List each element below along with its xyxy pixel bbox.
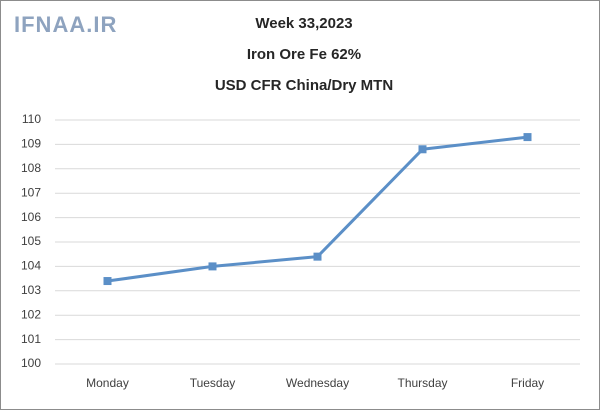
y-tick-label: 110 — [22, 112, 41, 126]
y-tick-label: 100 — [21, 356, 41, 370]
x-tick-label: Thursday — [397, 376, 447, 390]
y-tick-label: 109 — [21, 137, 41, 151]
marker — [208, 262, 217, 271]
y-tick-label: 104 — [21, 259, 41, 273]
y-tick-label: 103 — [21, 283, 41, 297]
y-tick-label: 101 — [21, 332, 41, 346]
chart-title: Week 33,2023 — [255, 15, 352, 32]
y-tick-label: 106 — [21, 210, 41, 224]
marker — [523, 133, 532, 142]
x-tick-label: Tuesday — [190, 376, 236, 390]
marker — [418, 145, 427, 154]
marker — [313, 252, 322, 261]
chart-title: Iron Ore Fe 62% — [247, 46, 361, 63]
y-tick-label: 105 — [21, 234, 41, 248]
chart-title: USD CFR China/Dry MTN — [215, 77, 393, 94]
x-tick-label: Monday — [86, 376, 129, 390]
x-tick-label: Friday — [511, 376, 544, 390]
watermark: IFNAA.IR — [14, 12, 117, 37]
x-tick-label: Wednesday — [286, 376, 349, 390]
marker — [103, 277, 112, 286]
y-tick-label: 102 — [21, 307, 41, 321]
y-tick-label: 108 — [21, 161, 41, 175]
y-tick-label: 107 — [21, 185, 41, 199]
